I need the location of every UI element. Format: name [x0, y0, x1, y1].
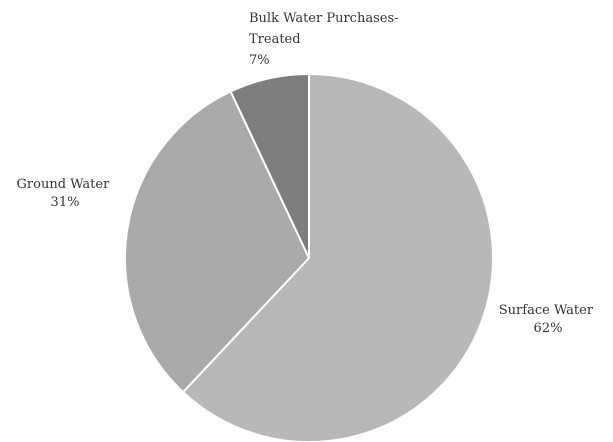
- slice-label-bulk-water-pct: 7%: [249, 53, 270, 68]
- slice-label-ground-water: Ground Water 31%: [17, 177, 114, 210]
- slice-label-surface-water-pct: 62%: [534, 321, 563, 336]
- slice-label-ground-water-pct: 31%: [51, 195, 80, 210]
- pie-slice-surface-water: [181, 72, 494, 442]
- slice-label-bulk-water-line1: Bulk Water Purchases-: [249, 11, 399, 26]
- slice-label-bulk-water-line2: Treated: [249, 32, 301, 47]
- slice-label-surface-water-name: Surface Water: [499, 303, 594, 318]
- slice-label-bulk-water: Bulk Water Purchases- Treated 7%: [249, 11, 403, 68]
- slice-label-ground-water-name: Ground Water: [17, 177, 111, 192]
- pie-slice-ground-water: [124, 90, 311, 394]
- pie-slice-bulk-water: [229, 72, 310, 259]
- pie-slices: [124, 72, 494, 442]
- slice-label-surface-water: Surface Water 62%: [499, 303, 597, 336]
